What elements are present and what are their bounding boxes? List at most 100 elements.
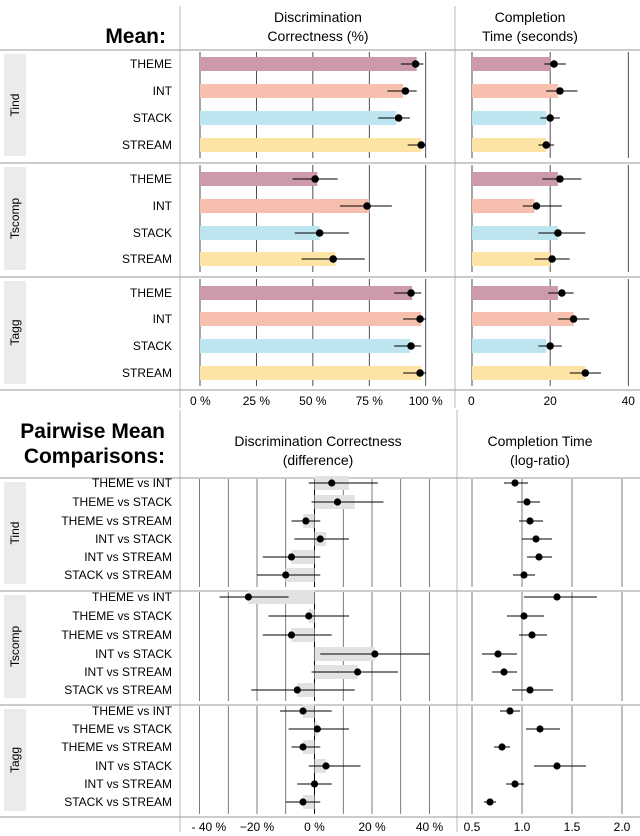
bar xyxy=(472,57,551,71)
group-tab xyxy=(4,709,26,811)
mean-point xyxy=(287,631,296,639)
group-tab xyxy=(4,595,26,698)
comparison-label: THEME vs STACK xyxy=(72,722,172,736)
mean-point xyxy=(532,202,541,210)
time-title: Time (seconds) xyxy=(482,28,578,44)
bar xyxy=(472,312,574,326)
mean-point xyxy=(553,593,561,601)
mean-point xyxy=(328,479,336,487)
tick-label: −20 % xyxy=(240,820,275,834)
bar xyxy=(200,366,422,380)
mean-point xyxy=(542,141,551,149)
mean-panel-title: Mean: xyxy=(105,25,166,48)
row-label: THEME xyxy=(130,57,172,71)
comparison-label: THEME vs INT xyxy=(92,476,173,490)
row-label: INT xyxy=(153,84,173,98)
comparison-label: INT vs STREAM xyxy=(84,665,172,679)
tick-label: 40 % xyxy=(416,820,444,834)
mean-point xyxy=(569,315,578,323)
comparison-label: THEME vs STACK xyxy=(72,609,172,623)
comparison-label: THEME vs STREAM xyxy=(61,740,172,754)
comparison-label: INT vs STACK xyxy=(95,532,172,546)
mean-point xyxy=(546,342,554,350)
comparison-label: STACK vs STREAM xyxy=(64,683,172,697)
tick-label: 0.5 xyxy=(464,820,481,834)
mean-point xyxy=(520,612,528,620)
mean-point xyxy=(416,369,424,377)
pairwise-panel-title: Comparisons: xyxy=(24,445,165,468)
mean-point xyxy=(282,571,290,579)
mean-point xyxy=(554,229,562,237)
group-label: Tagg xyxy=(8,319,22,345)
group-label: Tagg xyxy=(8,747,22,773)
time-ratio-title: Completion Time xyxy=(487,433,592,449)
tick-label: 1.0 xyxy=(514,820,531,834)
tick-label: 0 % xyxy=(304,820,325,834)
mean-point xyxy=(305,612,313,620)
mean-point xyxy=(556,175,564,183)
bar xyxy=(200,199,370,213)
mean-point xyxy=(528,631,536,639)
bar xyxy=(200,226,320,240)
row-label: STACK xyxy=(133,226,172,240)
correctness-diff-title: Discrimination Correctness xyxy=(234,433,401,449)
mean-point xyxy=(407,289,415,297)
mean-point xyxy=(299,707,307,715)
tick-label: 20 % xyxy=(358,820,386,834)
bar xyxy=(472,138,547,152)
comparison-label: THEME vs INT xyxy=(92,704,173,718)
group-tab xyxy=(4,482,26,584)
group-tab xyxy=(4,167,26,270)
mean-point xyxy=(498,743,506,751)
row-label: STREAM xyxy=(122,366,172,380)
tick-label: 40 xyxy=(622,394,636,408)
mean-point xyxy=(401,87,410,95)
bar xyxy=(200,84,404,98)
comparison-label: INT vs STREAM xyxy=(84,550,172,564)
tick-label: 75 % xyxy=(356,394,384,408)
mean-point xyxy=(371,650,379,658)
tick-label: 0 xyxy=(468,394,475,408)
mean-point xyxy=(354,668,362,676)
mean-point xyxy=(417,141,426,149)
mean-point xyxy=(548,255,556,263)
row-label: THEME xyxy=(130,286,172,300)
mean-point xyxy=(329,255,337,263)
bar xyxy=(472,172,558,186)
bar xyxy=(200,339,410,353)
bar xyxy=(472,111,547,125)
mean-point xyxy=(558,289,566,297)
bar xyxy=(472,84,558,98)
comparison-label: THEME vs STACK xyxy=(72,495,172,509)
mean-point xyxy=(494,650,502,658)
correctness-title: Discrimination xyxy=(274,9,362,25)
pairwise-panel-title: Pairwise Mean xyxy=(20,420,165,443)
mean-point xyxy=(316,535,324,543)
comparison-label: INT vs STACK xyxy=(95,759,172,773)
mean-point xyxy=(363,202,371,210)
group-tab xyxy=(4,54,26,156)
bar xyxy=(200,138,422,152)
row-label: STACK xyxy=(133,339,172,353)
bar xyxy=(200,57,417,71)
bar xyxy=(472,286,558,300)
mean-point xyxy=(416,315,424,323)
mean-point xyxy=(244,593,252,601)
row-label: INT xyxy=(153,312,173,326)
tick-label: 0 % xyxy=(190,394,211,408)
bar xyxy=(200,172,318,186)
group-label: Tind xyxy=(8,94,22,117)
mean-point xyxy=(311,175,319,183)
row-label: STACK xyxy=(133,111,172,125)
mean-point xyxy=(526,686,534,694)
row-label: STREAM xyxy=(122,138,172,152)
tick-label: 50 % xyxy=(299,394,327,408)
mean-point xyxy=(523,498,531,506)
mean-point xyxy=(333,498,342,506)
mean-point xyxy=(299,798,307,806)
comparison-label: THEME vs STREAM xyxy=(61,628,172,642)
tick-label: 100 % xyxy=(409,394,443,408)
bar xyxy=(200,111,397,125)
comparison-label: STACK vs STREAM xyxy=(64,568,172,582)
bar xyxy=(472,199,535,213)
